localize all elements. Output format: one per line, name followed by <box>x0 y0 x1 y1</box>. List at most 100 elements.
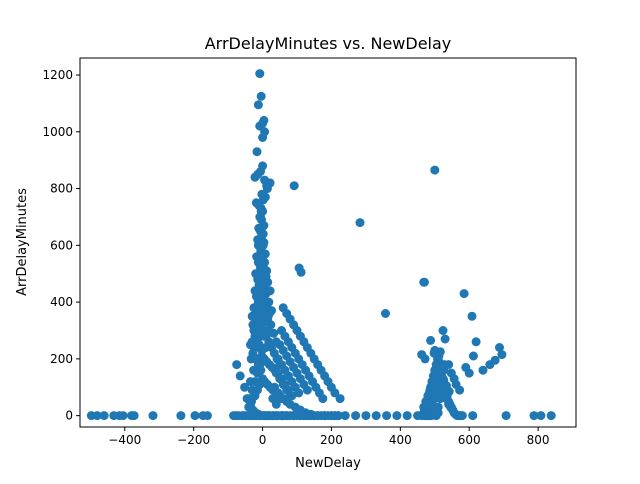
data-point <box>439 365 449 375</box>
data-point <box>99 411 109 421</box>
data-point <box>262 266 272 276</box>
data-point <box>258 280 268 290</box>
data-point <box>471 337 481 347</box>
data-point <box>294 388 304 398</box>
data-point <box>457 411 467 421</box>
data-point <box>246 377 255 387</box>
y-tick-label: 1200 <box>42 68 73 82</box>
x-axis-ticks: −400 −200 0 200 400 600 800 <box>108 427 550 447</box>
y-tick-label: 600 <box>50 238 73 252</box>
data-point <box>259 115 269 125</box>
data-point <box>148 411 158 421</box>
data-point <box>355 218 365 228</box>
data-point <box>306 411 316 421</box>
data-point <box>257 345 267 355</box>
data-point <box>251 269 261 279</box>
data-point <box>361 411 371 421</box>
data-point <box>351 411 361 421</box>
data-point <box>440 334 450 344</box>
chart-title: ArrDelayMinutes vs. NewDelay <box>205 34 452 53</box>
x-tick-label: 200 <box>320 433 343 447</box>
data-point <box>299 411 309 421</box>
data-point <box>256 91 266 101</box>
data-point <box>333 411 343 421</box>
data-point <box>176 411 186 421</box>
data-point <box>232 360 242 370</box>
data-point <box>262 181 272 191</box>
x-tick-label: 0 <box>259 433 267 447</box>
data-point <box>420 354 430 364</box>
data-point <box>277 394 286 404</box>
data-point <box>302 385 312 395</box>
x-axis-label: NewDelay <box>295 456 361 471</box>
data-point <box>257 189 267 199</box>
data-point <box>258 133 268 142</box>
data-point <box>381 309 390 318</box>
data-point <box>434 351 444 361</box>
data-point <box>265 286 275 296</box>
data-point <box>278 411 287 421</box>
x-tick-label: 800 <box>527 433 550 447</box>
data-point <box>426 335 436 345</box>
data-point <box>252 147 262 157</box>
data-point <box>468 351 478 361</box>
data-point <box>313 411 323 421</box>
y-axis-label: ArrDelayMinutes <box>15 188 30 296</box>
x-tick-label: 400 <box>389 433 412 447</box>
data-points <box>86 69 556 421</box>
data-point <box>92 411 102 421</box>
data-point <box>448 405 458 415</box>
data-point <box>296 267 306 277</box>
data-point <box>326 411 336 421</box>
data-point <box>258 291 268 301</box>
data-point <box>258 306 268 316</box>
data-point <box>546 411 556 421</box>
data-point <box>430 165 440 175</box>
data-point <box>495 343 504 352</box>
data-point <box>402 411 412 421</box>
data-point <box>438 326 448 335</box>
data-point <box>330 388 340 398</box>
data-point <box>455 385 465 395</box>
data-point <box>335 394 345 404</box>
data-point <box>245 394 254 404</box>
data-point <box>202 411 212 421</box>
data-point <box>371 411 381 421</box>
data-point <box>190 411 200 421</box>
data-point <box>247 385 257 395</box>
data-point <box>271 399 281 409</box>
y-axis-ticks: 0 200 400 600 800 1000 1200 <box>42 68 80 423</box>
data-point <box>129 411 139 421</box>
data-point <box>256 365 266 375</box>
data-point <box>478 365 488 375</box>
data-point <box>318 394 328 404</box>
data-point <box>490 355 500 365</box>
data-point <box>431 411 441 421</box>
data-point <box>382 411 392 421</box>
data-point <box>289 181 299 191</box>
data-point <box>285 391 295 401</box>
plot-area-frame <box>79 57 577 428</box>
y-tick-label: 1000 <box>42 125 73 139</box>
x-tick-label: −400 <box>108 433 141 447</box>
data-point <box>536 411 546 421</box>
data-point <box>255 69 265 79</box>
data-point <box>464 368 474 378</box>
data-point <box>529 411 539 421</box>
data-point <box>258 161 268 171</box>
data-point <box>240 382 250 392</box>
data-point <box>468 411 478 421</box>
x-tick-label: 600 <box>458 433 481 447</box>
data-point <box>459 289 469 299</box>
data-point <box>320 411 330 421</box>
y-tick-label: 0 <box>65 409 73 423</box>
data-point <box>260 317 270 327</box>
data-point <box>467 311 477 321</box>
data-point <box>253 240 263 250</box>
data-point <box>257 223 266 233</box>
data-point <box>256 252 265 262</box>
data-point <box>253 100 263 110</box>
